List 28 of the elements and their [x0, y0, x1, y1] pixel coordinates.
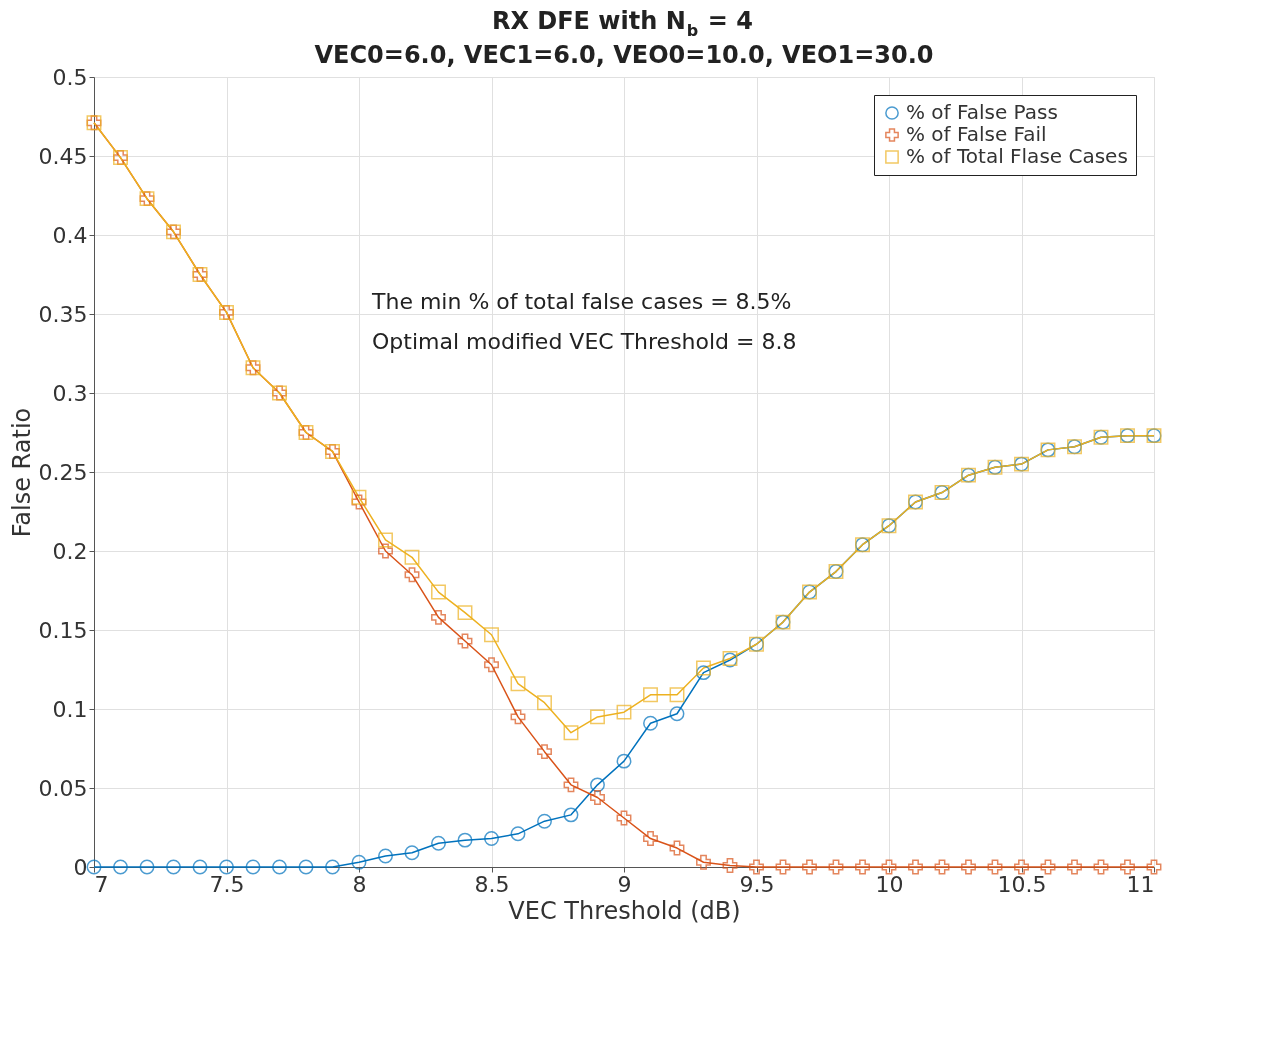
legend-label: % of Total Flase Cases: [906, 144, 1128, 168]
x-tick-label: 7: [94, 871, 109, 897]
y-tick-label: 0.35: [38, 301, 88, 327]
y-tick-label: 0.5: [52, 64, 88, 90]
x-tick-label: 8: [352, 871, 367, 897]
y-axis-title: False Ratio: [7, 407, 36, 538]
y-tick-label: 0.1: [52, 696, 88, 722]
annotation: Optimal modified VEC Threshold = 8.8: [372, 329, 797, 354]
y-tick-label: 0.05: [38, 775, 88, 801]
x-tick-label: 9: [617, 871, 632, 897]
y-tick-label: 0.25: [38, 459, 88, 485]
y-tick-label: 0.3: [52, 380, 88, 406]
x-tick-label: 10.5: [997, 871, 1047, 897]
y-tick-label: 0.2: [52, 538, 88, 564]
y-tick-label: 0.15: [38, 617, 88, 643]
legend-label: % of False Fail: [906, 122, 1047, 146]
x-tick-label: 7.5: [209, 871, 245, 897]
x-axis-title: VEC Threshold (dB): [508, 896, 741, 925]
y-tick-label: 0: [73, 854, 88, 880]
x-tick-label: 11: [1126, 871, 1155, 897]
x-tick-label: 10: [875, 871, 904, 897]
x-tick-label: 9.5: [739, 871, 775, 897]
y-tick-label: 0.45: [38, 143, 88, 169]
y-tick-label: 0.4: [52, 222, 88, 248]
legend-label: % of False Pass: [906, 100, 1058, 124]
annotation: The min % of total false cases = 8.5%: [371, 289, 792, 314]
x-tick-label: 8.5: [474, 871, 510, 897]
chart-subtitle: VEC0=6.0, VEC1=6.0, VEO0=10.0, VEO1=30.0: [314, 41, 934, 69]
